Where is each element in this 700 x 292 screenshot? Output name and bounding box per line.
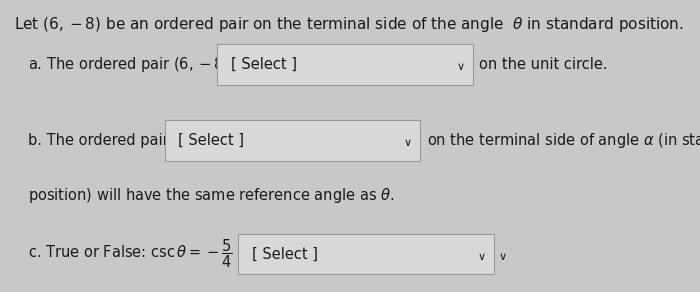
Text: Let $(6,-8)$ be an ordered pair on the terminal side of the angle  $\theta$ in s: Let $(6,-8)$ be an ordered pair on the t… bbox=[14, 15, 684, 34]
Text: [ Select ]: [ Select ] bbox=[178, 133, 244, 148]
Text: [ Select ]: [ Select ] bbox=[231, 57, 297, 72]
Text: ∨: ∨ bbox=[477, 252, 486, 262]
Text: on the unit circle.: on the unit circle. bbox=[480, 57, 608, 72]
Text: ∨: ∨ bbox=[404, 138, 412, 148]
Text: on the terminal side of angle $\alpha$ (in standard: on the terminal side of angle $\alpha$ (… bbox=[427, 131, 700, 150]
Text: ∨: ∨ bbox=[456, 62, 465, 72]
Text: [ Select ]: [ Select ] bbox=[252, 246, 318, 262]
Text: c. True or False: $\mathrm{csc}\,\theta = -\dfrac{5}{4}$: c. True or False: $\mathrm{csc}\,\theta … bbox=[28, 238, 232, 270]
Text: b. The ordered pair: b. The ordered pair bbox=[28, 133, 169, 148]
Text: ∨: ∨ bbox=[498, 252, 507, 262]
FancyBboxPatch shape bbox=[164, 120, 420, 161]
Text: a. The ordered pair $(6,-8)$: a. The ordered pair $(6,-8)$ bbox=[28, 55, 230, 74]
Text: position) will have the same reference angle as $\theta$.: position) will have the same reference a… bbox=[28, 186, 394, 205]
FancyBboxPatch shape bbox=[217, 44, 472, 85]
FancyBboxPatch shape bbox=[238, 234, 494, 274]
